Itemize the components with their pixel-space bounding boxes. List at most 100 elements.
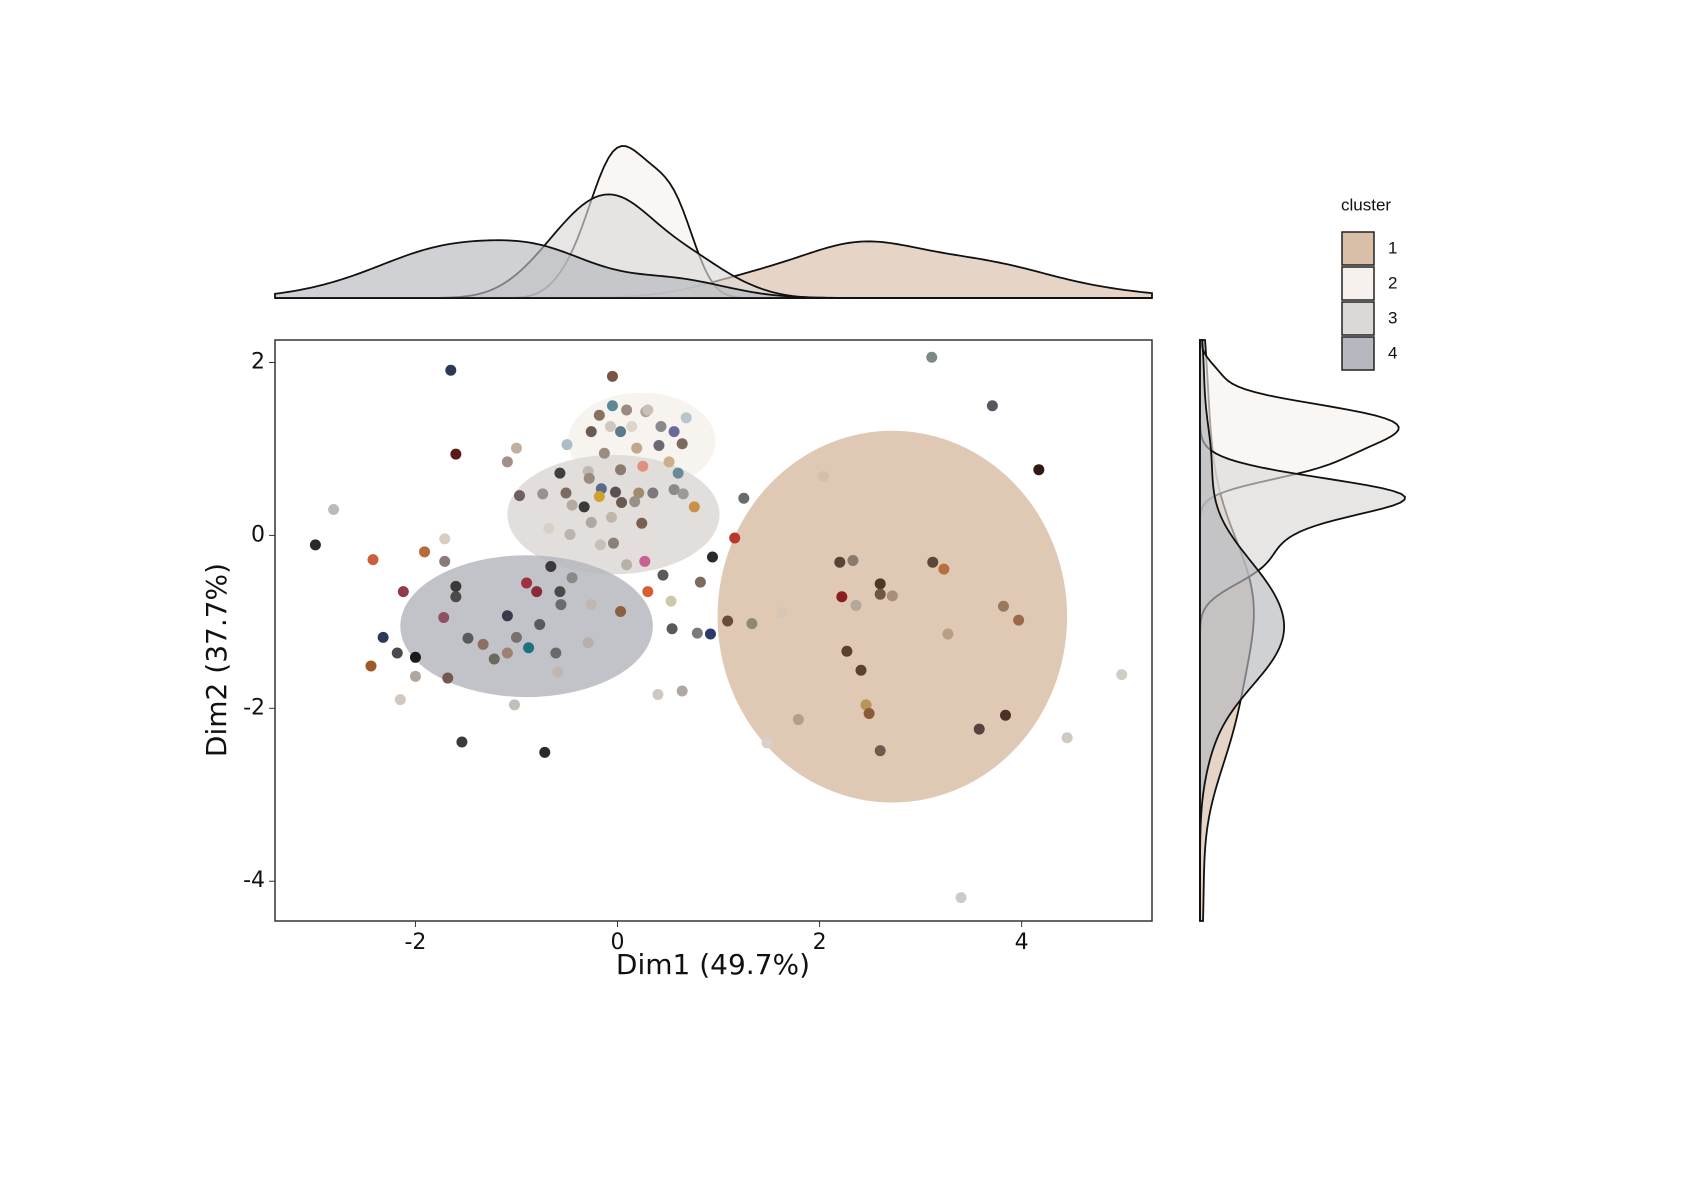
point: [609, 486, 621, 498]
point: [706, 551, 718, 563]
point: [621, 404, 633, 416]
point: [552, 666, 564, 678]
point: [450, 580, 462, 592]
point: [578, 501, 590, 513]
point: [834, 556, 846, 568]
point: [391, 647, 403, 659]
point: [477, 638, 489, 650]
point: [508, 699, 520, 711]
point: [554, 467, 566, 479]
point: [665, 595, 677, 607]
point: [663, 456, 675, 468]
point: [561, 439, 573, 451]
point: [615, 605, 627, 617]
point: [598, 447, 610, 459]
point: [668, 484, 680, 496]
point: [874, 745, 886, 757]
point: [615, 426, 627, 438]
y-tick-label: -2: [243, 695, 265, 720]
point: [606, 370, 618, 382]
point: [534, 618, 546, 630]
x-tick-label: 0: [611, 930, 625, 955]
point: [554, 586, 566, 598]
point: [1061, 732, 1073, 744]
point: [652, 688, 664, 700]
legend-key: [1341, 336, 1375, 371]
point: [647, 487, 659, 499]
point: [938, 563, 950, 575]
point: [672, 467, 684, 479]
point: [722, 615, 734, 627]
point: [863, 708, 875, 719]
point: [593, 490, 605, 502]
y-tick-label: 0: [251, 522, 265, 547]
point: [1013, 614, 1025, 626]
point: [927, 556, 939, 568]
point: [847, 554, 859, 566]
point: [668, 426, 680, 438]
point: [850, 599, 862, 611]
point: [545, 561, 557, 573]
point: [377, 631, 389, 643]
point: [510, 442, 522, 454]
point: [537, 488, 549, 500]
point: [633, 487, 645, 499]
point: [676, 438, 688, 450]
point: [926, 351, 938, 363]
point: [886, 590, 898, 602]
point: [439, 555, 451, 567]
point: [629, 496, 641, 508]
point: [550, 647, 562, 659]
point: [738, 492, 750, 504]
legend-label: 3: [1388, 308, 1397, 327]
point: [409, 670, 421, 682]
point: [729, 532, 741, 544]
point: [531, 586, 543, 598]
point: [462, 632, 474, 644]
point: [566, 499, 578, 511]
point: [501, 610, 513, 622]
point: [394, 694, 406, 706]
cluster-ellipse: [400, 555, 653, 698]
point: [438, 612, 450, 624]
point: [776, 606, 788, 618]
point: [593, 409, 605, 421]
point: [523, 642, 535, 654]
point: [653, 439, 665, 451]
point: [488, 653, 500, 665]
point: [367, 554, 379, 566]
point: [688, 501, 700, 513]
point: [560, 487, 572, 499]
point: [636, 517, 648, 529]
point: [855, 664, 867, 676]
x-tick-label: 2: [813, 930, 827, 955]
point: [637, 460, 649, 472]
point: [583, 472, 595, 484]
point: [704, 628, 716, 640]
x-tick-label: 4: [1015, 930, 1029, 955]
point: [999, 709, 1011, 721]
point: [694, 576, 706, 588]
point: [450, 448, 462, 460]
legend-key: [1341, 266, 1375, 301]
point: [606, 400, 618, 412]
point: [746, 618, 758, 630]
point: [365, 660, 377, 672]
point: [521, 577, 533, 589]
point: [621, 559, 633, 571]
point: [539, 746, 551, 758]
legend-key: [1341, 301, 1375, 336]
point: [680, 412, 692, 424]
point: [566, 572, 578, 584]
point: [642, 586, 654, 598]
legend-key: [1341, 231, 1375, 266]
point: [450, 591, 462, 603]
point: [761, 737, 773, 749]
point: [691, 627, 703, 639]
point: [616, 497, 628, 509]
top-density: [274, 239, 1152, 299]
point: [439, 533, 451, 545]
point: [607, 537, 619, 549]
